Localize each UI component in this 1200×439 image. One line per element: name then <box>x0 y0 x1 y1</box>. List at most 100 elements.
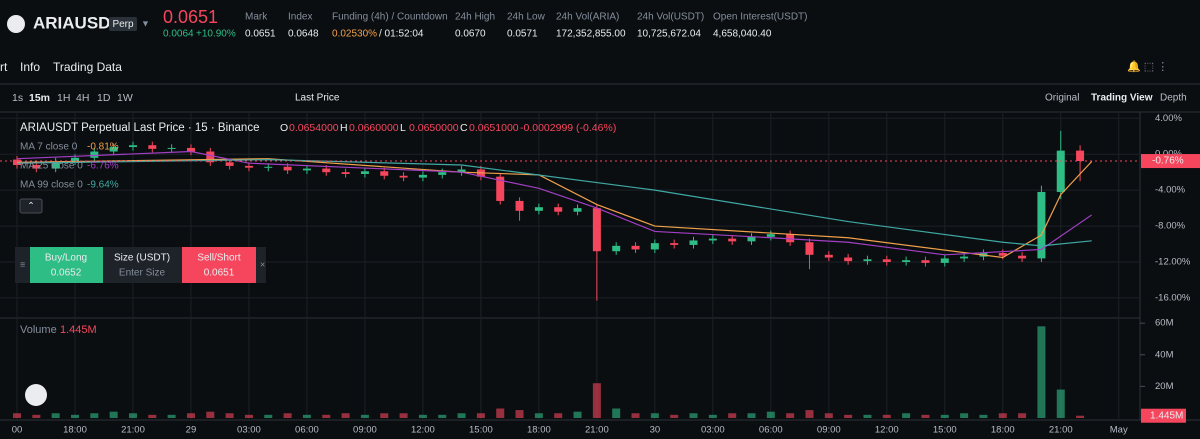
view[interactable]: Depth <box>1160 93 1187 104</box>
y-tick-label: -8.00% <box>1155 221 1186 232</box>
stat-extra: / 01:52:04 <box>379 29 424 40</box>
stat-label: 24h Vol(ARIA) <box>556 12 619 23</box>
volume-bar <box>1018 413 1027 418</box>
change-pct: +10.90% <box>196 29 236 40</box>
candle-body <box>824 254 833 258</box>
candle-body <box>322 168 331 173</box>
candle-body <box>515 200 524 211</box>
volume-bar <box>51 413 60 418</box>
symbol[interactable]: ARIAUSDT <box>33 13 121 32</box>
candle-body <box>631 245 640 250</box>
volume-bar <box>399 413 408 418</box>
tab[interactable]: Info <box>20 60 40 74</box>
x-tick-label: 21:00 <box>1049 425 1073 436</box>
volume-bar <box>515 410 524 418</box>
collapse-icon: ⌃ <box>27 200 35 210</box>
icon[interactable]: 🔔 ⬚ ⋮ <box>1127 60 1168 73</box>
tab[interactable]: Trading Data <box>53 60 122 74</box>
x-tick-label: 03:00 <box>237 425 261 436</box>
x-tick-label: 30 <box>650 425 661 436</box>
candle-body <box>592 208 601 252</box>
volume-bar <box>322 414 331 418</box>
candle-body <box>418 174 427 178</box>
price-type[interactable]: Last Price <box>295 93 340 104</box>
badge: Perp <box>112 19 134 30</box>
candle-body <box>51 161 60 169</box>
interval[interactable]: 15m <box>29 92 50 104</box>
volume-bar <box>728 413 737 418</box>
candle-body <box>399 175 408 178</box>
candle-body <box>921 260 930 263</box>
candle-body <box>32 164 41 169</box>
x-tick-label: 18:00 <box>991 425 1015 436</box>
dropdown[interactable]: ▼ <box>141 18 150 28</box>
candle-body <box>612 245 621 252</box>
ohlc-value: 0.0650000 <box>409 122 459 134</box>
badge-bg <box>109 17 137 31</box>
stat-value: 10,725,672.04 <box>637 29 701 40</box>
ma-name: MA 99 close 0 <box>20 180 83 191</box>
stat-label: 24h High <box>455 12 495 23</box>
view[interactable]: Original <box>1045 93 1079 104</box>
x-tick-label: 09:00 <box>817 425 841 436</box>
volume-bar <box>534 413 543 418</box>
x-tick-label: 00 <box>12 425 23 436</box>
x-tick-label: 12:00 <box>411 425 435 436</box>
interval[interactable]: 1s <box>12 92 23 104</box>
volume-bar <box>1056 389 1065 418</box>
ma-value: -9.64% <box>87 180 119 191</box>
candle-body <box>786 234 795 243</box>
volume-bar <box>650 413 659 418</box>
candle-body <box>1037 191 1046 259</box>
volume-bar <box>341 413 350 418</box>
interval[interactable]: 1D <box>97 92 111 104</box>
interval[interactable]: 1W <box>117 92 133 104</box>
volume-bar <box>206 411 215 418</box>
buy-button[interactable] <box>30 247 103 283</box>
tv-logo <box>25 384 47 406</box>
x-tick-label: 03:00 <box>701 425 725 436</box>
candle-body <box>167 147 176 149</box>
candle-body <box>708 238 717 241</box>
candle-body <box>302 168 311 171</box>
candle-body <box>534 207 543 211</box>
stat-value: 0.02530% <box>332 29 377 40</box>
close-box[interactable]: × <box>260 259 265 269</box>
candle-body <box>206 151 215 163</box>
stat-label: 24h Vol(USDT) <box>637 12 704 23</box>
tab[interactable]: rt <box>0 60 8 74</box>
ma-line <box>17 159 1092 247</box>
candle-body <box>573 208 582 212</box>
volume-bar <box>496 408 505 418</box>
volume-tag-label: 1.445M <box>1150 410 1183 421</box>
stat-value: 0.0670 <box>455 29 486 40</box>
x-tick-label: 21:00 <box>585 425 609 436</box>
volume-bar <box>244 414 253 418</box>
volume-bar <box>457 413 466 418</box>
ma-name: MA 25 close 0 <box>20 161 83 172</box>
volume-bar <box>902 413 911 418</box>
ma-name: MA 7 close 0 <box>20 142 78 153</box>
sell-button[interactable] <box>182 247 256 283</box>
stat-value: 172,352,855.00 <box>556 29 626 40</box>
sell-label: Sell/Short <box>197 253 241 264</box>
view[interactable]: Trading View <box>1091 93 1153 104</box>
chart-title: ARIAUSDT Perpetual Last Price · 15 · Bin… <box>20 122 259 134</box>
candle-body <box>148 145 157 149</box>
drag-handle[interactable]: ≡ <box>20 259 25 269</box>
interval[interactable]: 1H <box>57 92 70 104</box>
volume-bar <box>670 414 679 418</box>
candle-body <box>457 169 466 173</box>
volume-bar <box>592 383 601 418</box>
x-tick-label: 06:00 <box>295 425 319 436</box>
y-tick-label: -12.00% <box>1155 257 1191 268</box>
interval[interactable]: 4H <box>76 92 89 104</box>
y-tick-label: 4.00% <box>1155 113 1182 124</box>
volume-bar <box>573 411 582 418</box>
size-input[interactable]: Enter Size <box>119 268 166 279</box>
volume-bar <box>708 414 717 418</box>
logo <box>7 15 25 33</box>
volume-bar <box>786 413 795 418</box>
collapse[interactable] <box>19 198 43 214</box>
